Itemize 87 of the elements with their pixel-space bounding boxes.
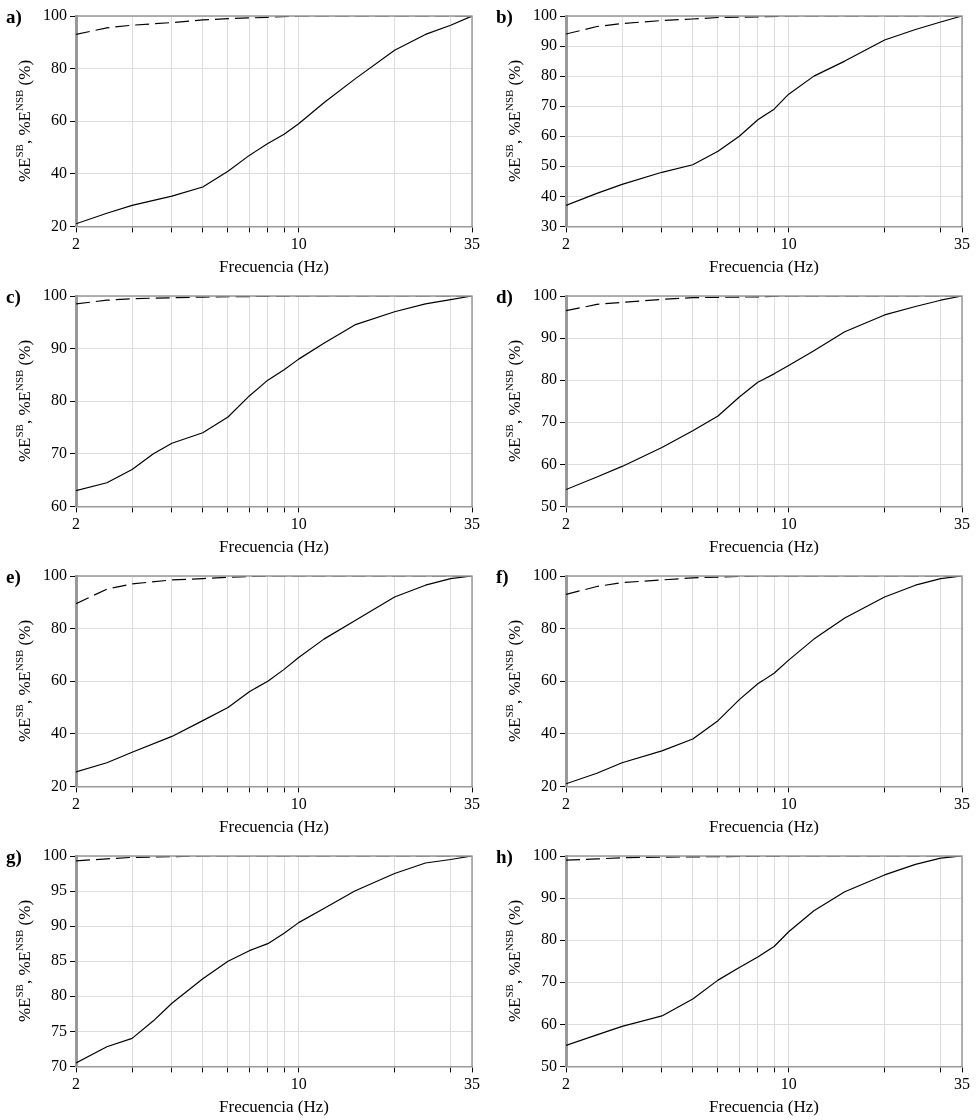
x-tick-label: 35 xyxy=(954,515,970,533)
y-tick-label: 50 xyxy=(541,1056,557,1074)
x-tick-label: 35 xyxy=(464,1075,480,1093)
x-axis-title: Frecuencia (Hz) xyxy=(219,537,329,557)
y-tick-label: 100 xyxy=(533,566,557,584)
y-tick-label: 70 xyxy=(541,972,557,990)
y-tick-label: 70 xyxy=(541,96,557,114)
x-tick-label: 35 xyxy=(464,235,480,253)
x-tick-label: 10 xyxy=(290,795,307,813)
y-tick-label: 20 xyxy=(541,776,557,794)
x-tick-label: 2 xyxy=(562,795,570,813)
x-axis-title: Frecuencia (Hz) xyxy=(219,817,329,837)
y-tick-label: 90 xyxy=(541,36,557,54)
y-tick-label: 100 xyxy=(43,6,67,24)
y-tick-label: 90 xyxy=(541,888,557,906)
chart-title: a) xyxy=(6,6,22,28)
x-tick-label: 10 xyxy=(780,795,797,813)
y-tick-label: 90 xyxy=(541,328,557,346)
y-tick-label: 100 xyxy=(533,846,557,864)
y-tick-label: 70 xyxy=(51,444,67,461)
y-tick-label: 90 xyxy=(51,916,67,934)
y-tick-label: 50 xyxy=(541,156,557,174)
y-tick-label: 80 xyxy=(541,618,557,636)
x-axis-title: Frecuencia (Hz) xyxy=(219,257,329,277)
y-tick-label: 70 xyxy=(51,1056,67,1074)
y-tick-label: 60 xyxy=(541,454,557,472)
x-axis-title: Frecuencia (Hz) xyxy=(709,1097,819,1117)
x-tick-label: 2 xyxy=(72,1075,80,1093)
y-tick-label: 100 xyxy=(533,6,557,24)
x-tick-label: 10 xyxy=(780,1075,797,1093)
x-tick-label: 2 xyxy=(562,235,570,253)
y-tick-label: 40 xyxy=(541,186,557,204)
y-tick-label: 95 xyxy=(51,881,67,899)
x-axis-title: Frecuencia (Hz) xyxy=(709,537,819,557)
y-tick-label: 100 xyxy=(43,846,67,864)
chart-title: b) xyxy=(496,6,513,28)
y-tick-label: 60 xyxy=(51,496,67,514)
y-tick-label: 80 xyxy=(541,66,557,84)
y-tick-label: 75 xyxy=(51,1021,67,1039)
x-tick-label: 35 xyxy=(954,1075,970,1093)
x-tick-label: 10 xyxy=(290,515,307,533)
x-tick-label: 10 xyxy=(290,235,307,253)
y-tick-label: 100 xyxy=(533,286,557,304)
y-tick-label: 80 xyxy=(51,618,67,636)
y-tick-label: 40 xyxy=(541,724,557,741)
x-tick-label: 35 xyxy=(954,795,970,813)
y-tick-label: 80 xyxy=(51,986,67,1004)
y-tick-label: 80 xyxy=(541,930,557,948)
x-tick-label: 10 xyxy=(290,1075,307,1093)
chart-title: h) xyxy=(496,846,513,868)
y-tick-label: 20 xyxy=(51,776,67,794)
y-tick-label: 20 xyxy=(51,216,67,234)
chart-title: c) xyxy=(6,286,21,308)
x-tick-label: 35 xyxy=(464,515,480,533)
x-tick-label: 35 xyxy=(954,235,970,253)
y-tick-label: 30 xyxy=(541,216,557,234)
y-tick-label: 100 xyxy=(43,566,67,584)
x-tick-label: 35 xyxy=(464,795,480,813)
x-axis-title: Frecuencia (Hz) xyxy=(709,817,819,837)
y-tick-label: 85 xyxy=(51,951,67,969)
y-tick-label: 70 xyxy=(541,412,557,430)
x-tick-label: 2 xyxy=(562,515,570,533)
y-tick-label: 100 xyxy=(43,286,67,304)
y-tick-label: 40 xyxy=(51,164,67,181)
y-tick-label: 60 xyxy=(51,111,67,129)
chart-title: g) xyxy=(6,846,22,868)
y-tick-label: 90 xyxy=(51,338,67,356)
y-tick-label: 60 xyxy=(541,671,557,689)
x-tick-label: 2 xyxy=(562,1075,570,1093)
x-tick-label: 2 xyxy=(72,515,80,533)
y-tick-label: 40 xyxy=(51,724,67,741)
x-axis-title: Frecuencia (Hz) xyxy=(219,1097,329,1117)
y-tick-label: 80 xyxy=(541,370,557,388)
y-tick-label: 50 xyxy=(541,496,557,514)
x-tick-label: 2 xyxy=(72,235,80,253)
chart-title: e) xyxy=(6,566,21,588)
y-tick-label: 80 xyxy=(51,58,67,76)
x-tick-label: 10 xyxy=(780,515,797,533)
x-tick-label: 2 xyxy=(72,795,80,813)
y-tick-label: 60 xyxy=(51,671,67,689)
y-tick-label: 60 xyxy=(541,1014,557,1032)
y-tick-label: 80 xyxy=(51,391,67,409)
y-tick-label: 60 xyxy=(541,126,557,144)
chart-title: f) xyxy=(496,566,509,588)
chart-title: d) xyxy=(496,286,513,308)
x-tick-label: 10 xyxy=(780,235,797,253)
x-axis-title: Frecuencia (Hz) xyxy=(709,257,819,277)
